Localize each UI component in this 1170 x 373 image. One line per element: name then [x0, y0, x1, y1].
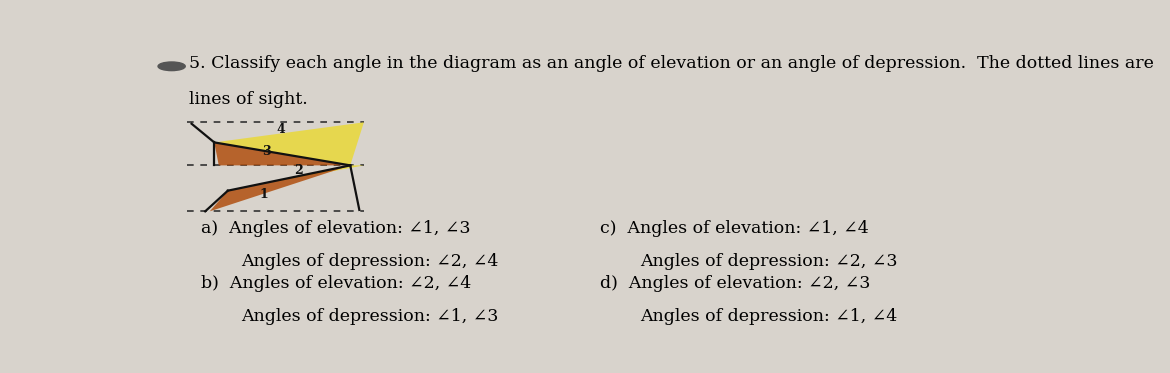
Text: b)  Angles of elevation: ∠2, ∠4: b) Angles of elevation: ∠2, ∠4: [201, 275, 470, 292]
Text: 4: 4: [276, 123, 284, 136]
Text: c)  Angles of elevation: ∠1, ∠4: c) Angles of elevation: ∠1, ∠4: [599, 220, 868, 237]
Polygon shape: [209, 165, 350, 211]
Text: 2: 2: [294, 164, 303, 177]
Polygon shape: [228, 165, 364, 191]
Text: Angles of depression: ∠2, ∠4: Angles of depression: ∠2, ∠4: [241, 253, 498, 270]
Text: 5. Classify each angle in the diagram as an angle of elevation or an angle of de: 5. Classify each angle in the diagram as…: [188, 55, 1154, 72]
Polygon shape: [214, 142, 350, 165]
Text: 1: 1: [260, 188, 268, 201]
Text: Angles of depression: ∠1, ∠3: Angles of depression: ∠1, ∠3: [241, 308, 498, 325]
Text: Angles of depression: ∠1, ∠4: Angles of depression: ∠1, ∠4: [640, 308, 897, 325]
Text: 3: 3: [262, 144, 270, 157]
Circle shape: [158, 62, 185, 70]
Text: d)  Angles of elevation: ∠2, ∠3: d) Angles of elevation: ∠2, ∠3: [599, 275, 870, 292]
Text: lines of sight.: lines of sight.: [188, 91, 308, 108]
Text: a)  Angles of elevation: ∠1, ∠3: a) Angles of elevation: ∠1, ∠3: [201, 220, 470, 237]
Polygon shape: [214, 122, 364, 165]
Text: Angles of depression: ∠2, ∠3: Angles of depression: ∠2, ∠3: [640, 253, 897, 270]
